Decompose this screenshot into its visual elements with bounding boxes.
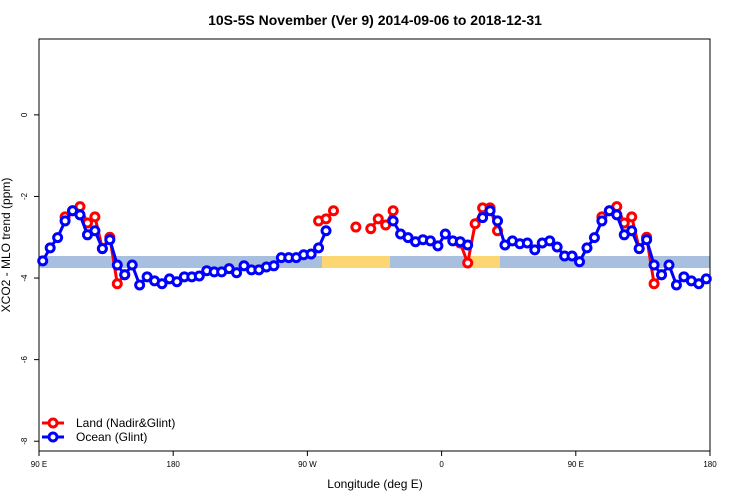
land-band xyxy=(466,256,500,268)
y-tick-label: 0 xyxy=(20,112,29,117)
data-point xyxy=(134,279,146,291)
data-point xyxy=(387,215,399,227)
legend-label: Land (Nadir&Glint) xyxy=(76,416,175,430)
data-point xyxy=(551,241,563,253)
x-tick-label: 0 xyxy=(439,460,444,469)
x-tick-label: 180 xyxy=(167,460,181,469)
data-point xyxy=(484,205,496,217)
data-point xyxy=(439,228,451,240)
data-point xyxy=(529,244,541,256)
data-point xyxy=(596,215,608,227)
data-point xyxy=(89,225,101,237)
y-axis-label: XCO2 - MLO trend (ppm) xyxy=(0,178,13,313)
data-point xyxy=(462,257,474,269)
y-tick-label: -2 xyxy=(20,192,29,200)
data-point xyxy=(626,225,638,237)
x-axis-label: Longitude (deg E) xyxy=(327,477,422,491)
data-point xyxy=(648,278,660,290)
data-point xyxy=(544,235,556,247)
legend-label: Ocean (Glint) xyxy=(76,430,147,444)
x-tick-label: 90 E xyxy=(568,460,584,469)
x-tick-label: 90 E xyxy=(31,460,47,469)
data-point xyxy=(320,225,332,237)
y-tick-label: -6 xyxy=(20,356,29,364)
data-point xyxy=(305,248,317,260)
data-point xyxy=(477,212,489,224)
data-point xyxy=(126,259,138,271)
data-point xyxy=(588,232,600,244)
data-point xyxy=(231,267,243,279)
data-point xyxy=(656,269,668,281)
data-point xyxy=(700,273,712,285)
data-point xyxy=(462,239,474,251)
data-point xyxy=(574,256,586,268)
data-point xyxy=(171,276,183,288)
data-point xyxy=(104,234,116,246)
data-point xyxy=(111,278,123,290)
data-point xyxy=(387,205,399,217)
data-point xyxy=(37,255,49,267)
data-point xyxy=(365,223,377,235)
data-point xyxy=(492,215,504,227)
data-point xyxy=(521,237,533,249)
data-point xyxy=(469,218,481,230)
data-point xyxy=(156,278,168,290)
data-point xyxy=(424,235,436,247)
data-point xyxy=(119,269,131,281)
data-point xyxy=(641,234,653,246)
data-point xyxy=(59,215,71,227)
data-point xyxy=(313,242,325,254)
legend-marker xyxy=(47,417,59,429)
data-point xyxy=(626,211,638,223)
land-band xyxy=(322,256,390,268)
x-tick-label: 180 xyxy=(703,460,717,469)
data-point xyxy=(566,250,578,262)
data-point xyxy=(193,270,205,282)
legend-marker xyxy=(47,431,59,443)
data-point xyxy=(74,209,86,221)
data-point xyxy=(350,221,362,233)
data-point xyxy=(432,240,444,252)
plot-frame xyxy=(38,38,711,452)
chart-title: 10S-5S November (Ver 9) 2014-09-06 to 20… xyxy=(208,12,542,28)
data-point xyxy=(581,242,593,254)
data-point xyxy=(633,243,645,255)
data-point xyxy=(327,205,339,217)
data-point xyxy=(670,279,682,291)
data-point xyxy=(96,243,108,255)
data-point xyxy=(663,259,675,271)
data-point xyxy=(648,259,660,271)
data-point xyxy=(611,209,623,221)
data-point xyxy=(693,278,705,290)
data-point xyxy=(52,232,64,244)
data-point xyxy=(372,213,384,225)
data-point xyxy=(111,259,123,271)
data-point xyxy=(44,242,56,254)
y-tick-label: -4 xyxy=(20,274,29,282)
y-tick-label: -8 xyxy=(20,437,29,445)
data-point xyxy=(268,260,280,272)
data-point xyxy=(89,211,101,223)
x-tick-label: 90 W xyxy=(298,460,317,469)
data-point xyxy=(320,213,332,225)
